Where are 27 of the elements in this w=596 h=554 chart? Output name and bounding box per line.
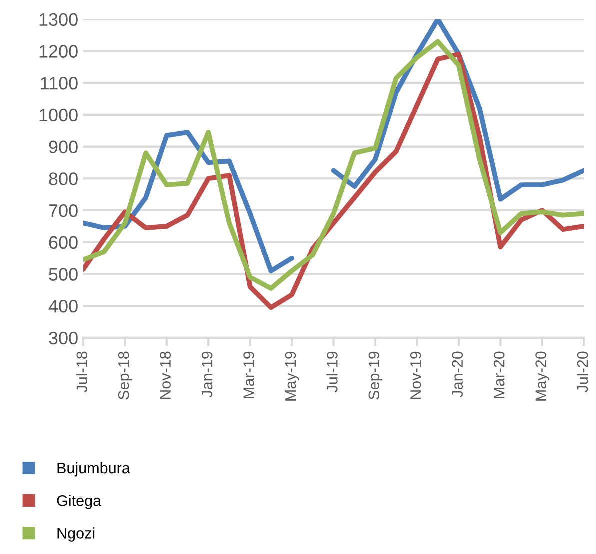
- x-tick-label: Mar-20: [494, 352, 505, 398]
- legend-label: Ngozi: [58, 528, 95, 542]
- y-tick-label: 1200: [40, 45, 78, 58]
- x-tick-label: Jan-19: [202, 352, 213, 398]
- x-tick-label: May-20: [536, 352, 550, 401]
- legend-label: Gitega: [57, 495, 102, 510]
- y-tick-label: 500: [49, 268, 78, 281]
- y-tick-label: 700: [49, 204, 78, 218]
- y-tick-label: 1100: [41, 77, 78, 90]
- y-tick-label: 1300: [40, 13, 78, 26]
- x-tick-label: Jul-19: [326, 352, 338, 393]
- y-tick-label: 800: [49, 172, 78, 186]
- x-tick-label: Nov-18: [160, 352, 171, 400]
- y-tick-label: 300: [49, 332, 78, 345]
- x-tick-label: Sep-18: [118, 352, 132, 400]
- legend-label: Bujumbura: [58, 462, 130, 477]
- x-tick-label: Jul-20: [576, 352, 588, 393]
- y-tick-label: 900: [49, 140, 78, 154]
- x-tick-label: Nov-19: [410, 352, 422, 400]
- x-tick-label: May-19: [285, 352, 300, 401]
- y-tick-label: 1000: [40, 108, 78, 122]
- x-tick-label: Jan-20: [452, 352, 464, 398]
- x-tick-label: Jul-18: [76, 352, 88, 393]
- y-tick-label: 600: [49, 236, 78, 250]
- y-tick-label: 400: [48, 300, 78, 313]
- x-tick-label: Mar-19: [244, 352, 254, 398]
- x-tick-label: Sep-19: [368, 352, 383, 400]
